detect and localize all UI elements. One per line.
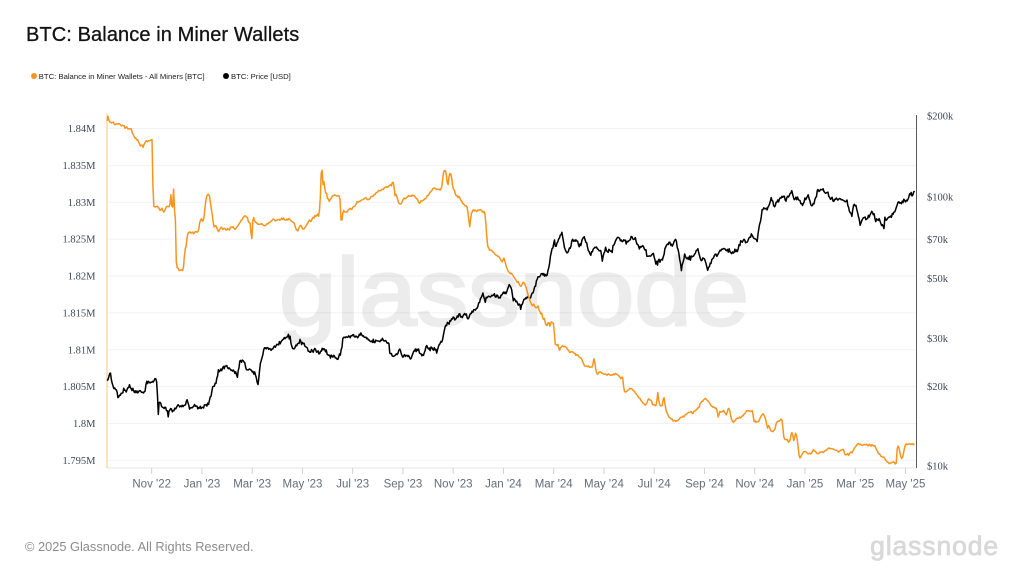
- svg-text:May '23: May '23: [282, 479, 322, 491]
- svg-text:glassnode: glassnode: [279, 239, 749, 346]
- svg-text:Sep '24: Sep '24: [685, 479, 724, 491]
- svg-text:1.8M: 1.8M: [73, 419, 96, 430]
- svg-text:1.825M: 1.825M: [63, 235, 97, 246]
- svg-text:1.815M: 1.815M: [63, 309, 97, 320]
- svg-text:Jul '23: Jul '23: [336, 479, 369, 491]
- svg-text:1.83M: 1.83M: [68, 198, 96, 209]
- svg-text:1.82M: 1.82M: [68, 272, 96, 283]
- svg-text:1.795M: 1.795M: [63, 456, 97, 467]
- svg-text:$30k: $30k: [927, 334, 949, 345]
- svg-text:$100k: $100k: [927, 193, 954, 204]
- svg-text:$200k: $200k: [927, 112, 954, 123]
- svg-text:Jan '24: Jan '24: [485, 479, 522, 491]
- svg-text:1.81M: 1.81M: [68, 345, 96, 356]
- svg-text:Jan '25: Jan '25: [787, 479, 824, 491]
- svg-text:Mar '25: Mar '25: [836, 479, 874, 491]
- svg-text:Jan '23: Jan '23: [184, 479, 221, 491]
- svg-text:1.835M: 1.835M: [63, 161, 97, 172]
- svg-text:1.805M: 1.805M: [63, 382, 97, 393]
- svg-text:Jul '24: Jul '24: [638, 479, 671, 491]
- svg-text:Nov '23: Nov '23: [434, 479, 473, 491]
- svg-text:Nov '24: Nov '24: [735, 479, 774, 491]
- svg-text:$20k: $20k: [927, 382, 949, 393]
- svg-text:$10k: $10k: [927, 462, 949, 473]
- svg-text:1.84M: 1.84M: [68, 124, 96, 135]
- svg-text:Sep '23: Sep '23: [384, 479, 423, 491]
- svg-text:May '25: May '25: [885, 479, 925, 491]
- svg-text:Mar '23: Mar '23: [233, 479, 271, 491]
- svg-text:$70k: $70k: [927, 235, 949, 246]
- svg-text:May '24: May '24: [584, 479, 625, 491]
- svg-text:Mar '24: Mar '24: [535, 479, 574, 491]
- svg-text:$50k: $50k: [927, 274, 949, 285]
- svg-text:Nov '22: Nov '22: [132, 479, 171, 491]
